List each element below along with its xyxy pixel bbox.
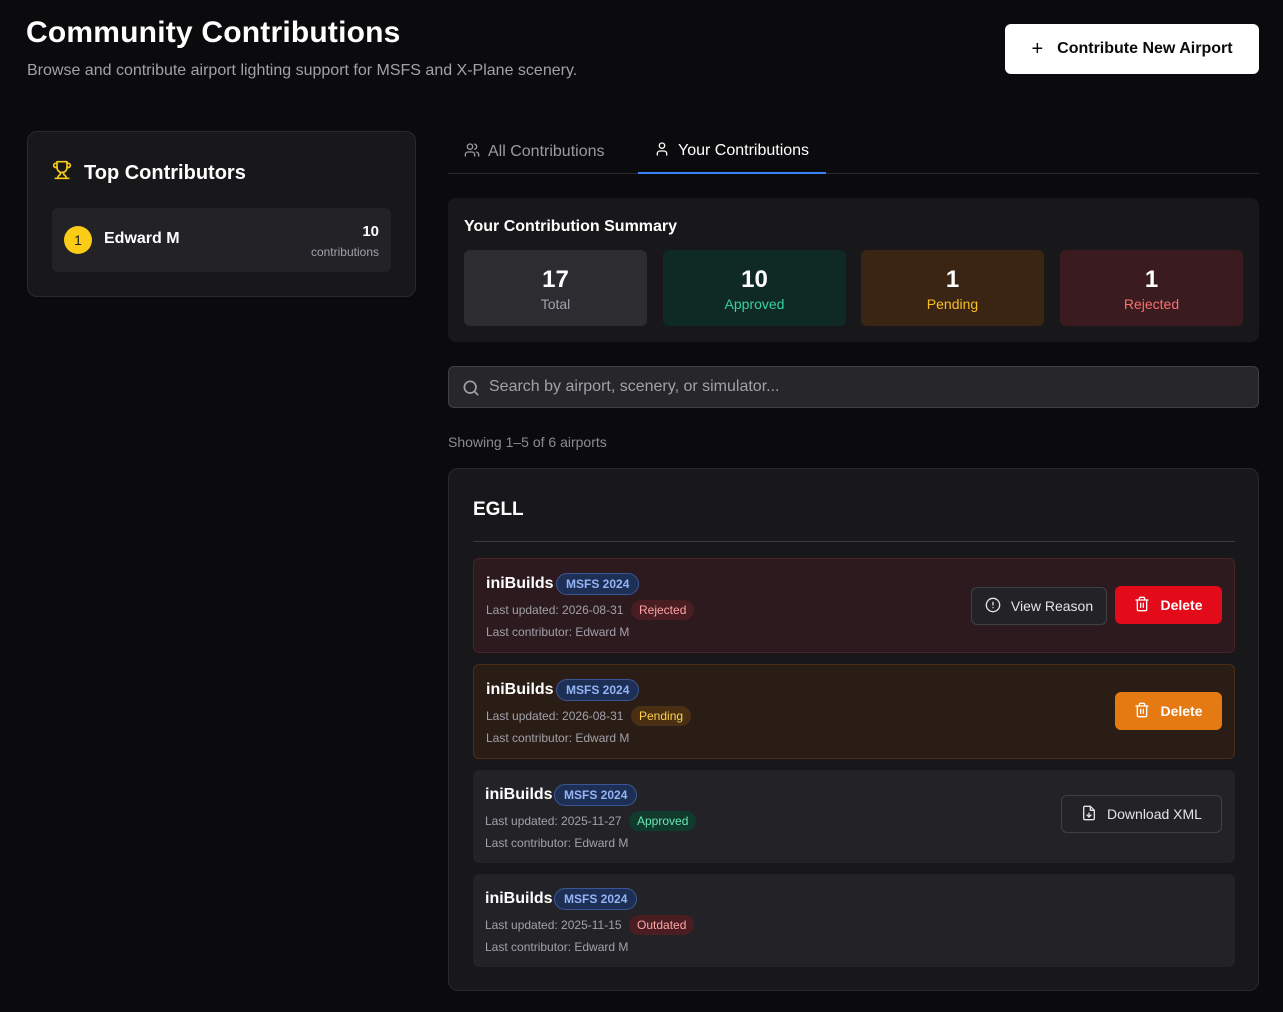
scenery-name: iniBuilds xyxy=(485,786,553,803)
contribution-entry: iniBuilds MSFS 2024 Last updated: 2026-0… xyxy=(473,558,1235,653)
stat-pending-label: Pending xyxy=(926,296,979,312)
airport-card: EGLL iniBuilds MSFS 2024 Last updated: 2… xyxy=(448,468,1259,991)
airport-divider xyxy=(473,541,1235,542)
file-download-icon xyxy=(1081,805,1097,824)
last-contributor: Last contributor: Edward M xyxy=(486,625,630,639)
last-updated: Last updated: 2026-08-31 xyxy=(486,709,624,723)
search-icon xyxy=(461,378,481,403)
top-contributors-heading: Top Contributors xyxy=(52,160,246,186)
stat-pending-value: 1 xyxy=(945,266,960,293)
page-title: Community Contributions xyxy=(26,16,401,49)
stat-approved: 10 Approved xyxy=(663,250,846,326)
stat-approved-label: Approved xyxy=(724,296,785,312)
simulator-badge: MSFS 2024 xyxy=(554,888,638,910)
delete-button[interactable]: Delete xyxy=(1115,692,1222,730)
plus-icon: + xyxy=(1031,38,1044,60)
last-contributor: Last contributor: Edward M xyxy=(485,940,629,954)
results-count-text: Showing 1–5 of 6 airports xyxy=(448,434,607,450)
stat-approved-value: 10 xyxy=(741,266,768,293)
airport-code: EGLL xyxy=(473,499,524,520)
sidebar-title-text: Top Contributors xyxy=(84,161,246,184)
last-updated: Last updated: 2026-08-31 xyxy=(486,603,624,617)
stat-rejected-label: Rejected xyxy=(1123,296,1180,312)
page-subtitle: Browse and contribute airport lighting s… xyxy=(27,62,578,79)
trash-icon xyxy=(1134,596,1150,615)
status-badge: Pending xyxy=(631,706,692,726)
user-icon xyxy=(654,141,670,162)
delete-button[interactable]: Delete xyxy=(1115,586,1222,624)
last-updated: Last updated: 2025-11-15 xyxy=(485,918,622,932)
last-updated: Last updated: 2025-11-27 xyxy=(485,814,622,828)
delete-label: Delete xyxy=(1160,703,1203,719)
status-badge: Approved xyxy=(629,811,697,831)
trash-icon xyxy=(1134,702,1150,721)
simulator-badge: MSFS 2024 xyxy=(556,679,640,701)
scenery-name: iniBuilds xyxy=(485,890,553,907)
tab-yours-label: Your Contributions xyxy=(678,142,810,159)
download-xml-label: Download XML xyxy=(1107,806,1202,822)
summary-title: Your Contribution Summary xyxy=(464,218,678,235)
contributor-row[interactable]: 1 Edward M 10 contributions xyxy=(52,208,391,272)
contributor-count-unit: contributions xyxy=(310,245,379,259)
search-input[interactable] xyxy=(489,367,1249,407)
search-box xyxy=(448,366,1259,408)
top-contributors-card: Top Contributors 1 Edward M 10 contribut… xyxy=(27,131,416,297)
stat-total-label: Total xyxy=(540,296,571,312)
download-xml-button[interactable]: Download XML xyxy=(1061,795,1222,833)
simulator-badge: MSFS 2024 xyxy=(556,573,640,595)
status-badge: Outdated xyxy=(629,915,695,935)
tab-all-contributions[interactable]: All Contributions xyxy=(464,130,605,174)
rank-badge: 1 xyxy=(64,226,92,254)
contribution-entry: iniBuilds MSFS 2024 Last updated: 2025-1… xyxy=(473,874,1235,967)
contributor-name: Edward M xyxy=(104,230,180,247)
last-contributor: Last contributor: Edward M xyxy=(485,836,629,850)
contribute-button-label: Contribute New Airport xyxy=(1057,40,1233,57)
trophy-icon xyxy=(52,160,72,186)
tab-your-contributions[interactable]: Your Contributions xyxy=(638,130,826,174)
stat-rejected: 1 Rejected xyxy=(1060,250,1243,326)
contribution-summary-card: Your Contribution Summary 17 Total 10 Ap… xyxy=(448,198,1259,342)
scenery-name: iniBuilds xyxy=(486,575,554,592)
view-reason-label: View Reason xyxy=(1010,598,1094,614)
stat-total-value: 17 xyxy=(542,266,569,293)
contribution-entry: iniBuilds MSFS 2024 Last updated: 2026-0… xyxy=(473,664,1235,759)
tab-all-label: All Contributions xyxy=(488,143,605,160)
status-badge: Rejected xyxy=(631,600,695,620)
scenery-name: iniBuilds xyxy=(486,681,554,698)
view-reason-button[interactable]: View Reason xyxy=(971,587,1107,625)
stat-pending: 1 Pending xyxy=(861,250,1044,326)
alert-circle-icon xyxy=(985,597,1001,616)
stat-rejected-value: 1 xyxy=(1144,266,1159,293)
contribution-tabs: All Contributions Your Contributions xyxy=(448,130,1259,174)
last-contributor: Last contributor: Edward M xyxy=(486,731,630,745)
users-icon xyxy=(464,142,480,163)
contributor-count: 10 xyxy=(362,223,379,240)
contribution-entry: iniBuilds MSFS 2024 Last updated: 2025-1… xyxy=(473,770,1235,863)
delete-label: Delete xyxy=(1160,597,1203,613)
simulator-badge: MSFS 2024 xyxy=(554,784,638,806)
stat-total: 17 Total xyxy=(464,250,647,326)
contribute-new-airport-button[interactable]: + Contribute New Airport xyxy=(1005,24,1259,74)
